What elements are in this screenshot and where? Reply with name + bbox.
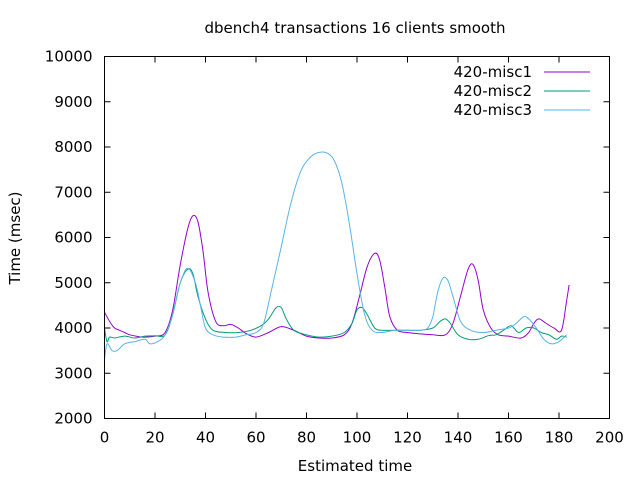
x-axis-label: Estimated time <box>298 457 412 475</box>
y-tick-label: 3000 <box>54 364 92 382</box>
series-line-420-misc3 <box>104 151 567 360</box>
x-tick-label: 140 <box>444 429 473 447</box>
x-tick-label: 20 <box>145 429 164 447</box>
x-tick-label: 40 <box>196 429 215 447</box>
y-tick-label: 9000 <box>54 93 92 111</box>
legend-label: 420-misc2 <box>454 82 532 100</box>
y-tick-label: 8000 <box>54 138 92 156</box>
x-tick-label: 160 <box>494 429 523 447</box>
x-tick-label: 80 <box>297 429 316 447</box>
chart-title: dbench4 transactions 16 clients smooth <box>205 19 506 37</box>
y-tick-label: 2000 <box>54 410 92 428</box>
x-tick-label: 120 <box>393 429 422 447</box>
x-tick-label: 200 <box>595 429 624 447</box>
x-tick-label: 100 <box>343 429 372 447</box>
y-tick-label: 6000 <box>54 229 92 247</box>
y-tick-label: 5000 <box>54 274 92 292</box>
y-axis-label: Time (msec) <box>6 191 24 285</box>
series-group <box>104 151 570 360</box>
y-tick-label: 4000 <box>54 319 92 337</box>
legend-label: 420-misc1 <box>454 63 532 81</box>
x-tick-label: 0 <box>100 429 110 447</box>
axis-ticks: 0 20 40 60 80 100 120 140 160 180 200 2000 3000 4000 5… <box>45 48 624 447</box>
series-line-420-misc1 <box>104 214 570 339</box>
y-tick-label: 10000 <box>45 48 93 66</box>
legend-label: 420-misc3 <box>454 101 532 119</box>
y-tick-label: 7000 <box>54 183 92 201</box>
x-tick-label: 180 <box>545 429 574 447</box>
x-tick-label: 60 <box>246 429 265 447</box>
plot-frame <box>104 56 610 419</box>
